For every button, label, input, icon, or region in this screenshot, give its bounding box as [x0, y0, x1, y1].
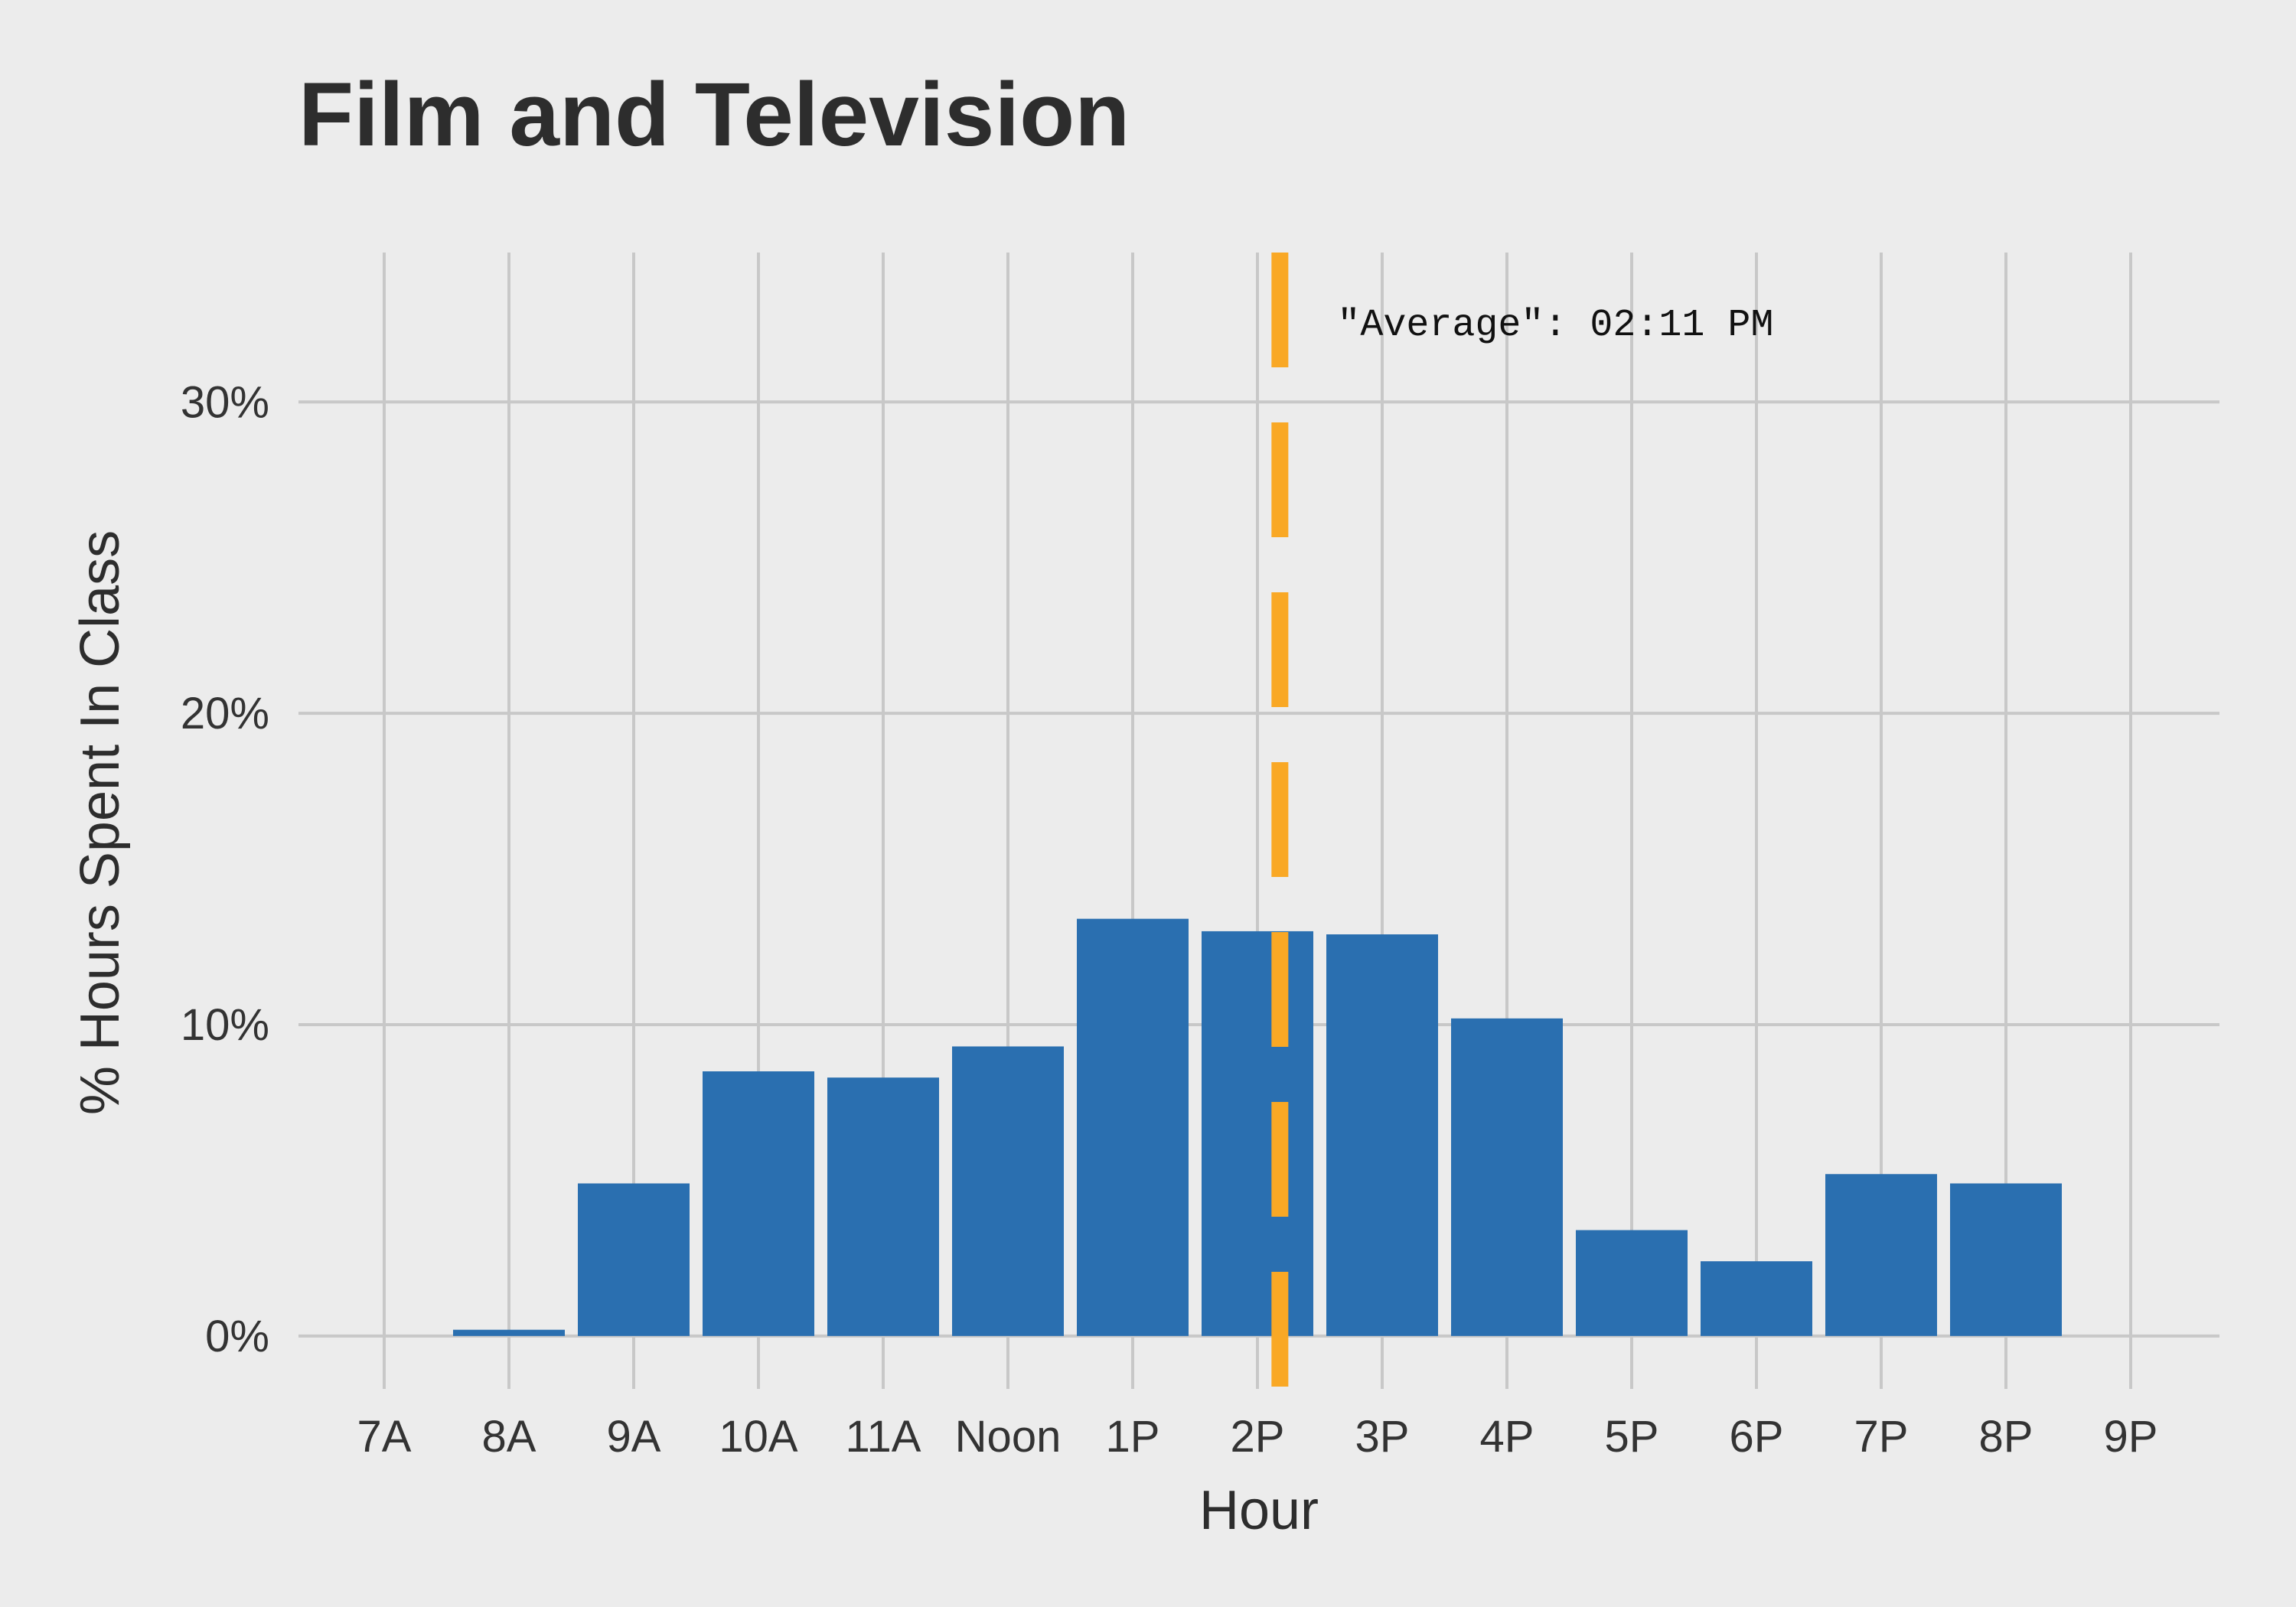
bar — [578, 1183, 690, 1336]
y-axis-title: % Hours Spent In Class — [70, 530, 131, 1115]
bar — [1202, 931, 1313, 1336]
chart-title: Film and Television — [298, 64, 1130, 165]
x-tick-label: 7P — [1854, 1412, 1909, 1462]
x-tick-label: Noon — [955, 1412, 1062, 1462]
bar — [1950, 1183, 2062, 1336]
bar — [827, 1077, 939, 1336]
x-axis-title: Hour — [1199, 1480, 1319, 1541]
y-tick-label: 10% — [181, 1000, 269, 1050]
x-tick-label: 5P — [1605, 1412, 1659, 1462]
bar — [1701, 1261, 1812, 1336]
x-tick-label: 8A — [482, 1412, 536, 1462]
x-tick-label: 9A — [607, 1412, 661, 1462]
bar — [1825, 1174, 1937, 1336]
x-tick-label: 8P — [1979, 1412, 2033, 1462]
x-tick-label: 1P — [1106, 1412, 1160, 1462]
x-tick-label: 4P — [1480, 1412, 1534, 1462]
y-tick-label: 30% — [181, 377, 269, 427]
bar — [453, 1329, 565, 1336]
x-tick-label: 9P — [2104, 1412, 2158, 1462]
bars — [453, 918, 2062, 1336]
bar — [1576, 1230, 1688, 1336]
average-marker: "Average": 02:11 PM — [1271, 253, 1773, 1389]
x-tick-label: 3P — [1355, 1412, 1410, 1462]
bar — [1077, 918, 1189, 1336]
x-tick-label: 11A — [846, 1412, 921, 1462]
x-tick-label: 6P — [1730, 1412, 1784, 1462]
y-tick-label: 20% — [181, 689, 269, 738]
y-axis-ticks: 0% 10% 20% 30% — [181, 377, 269, 1361]
bar — [952, 1046, 1064, 1336]
bar — [1451, 1018, 1563, 1336]
bar — [703, 1071, 814, 1336]
bar — [1326, 934, 1438, 1336]
x-tick-label: 7A — [357, 1412, 412, 1462]
average-label: "Average": 02:11 PM — [1337, 304, 1773, 347]
x-tick-label: 10A — [719, 1412, 798, 1462]
x-tick-label: 2P — [1231, 1412, 1285, 1462]
y-tick-label: 0% — [205, 1312, 269, 1361]
x-axis-ticks: 7A 8A 9A 10A 11A Noon 1P 2P 3P 4P 5P 6P 7P 8P 9P — [357, 1412, 2158, 1462]
